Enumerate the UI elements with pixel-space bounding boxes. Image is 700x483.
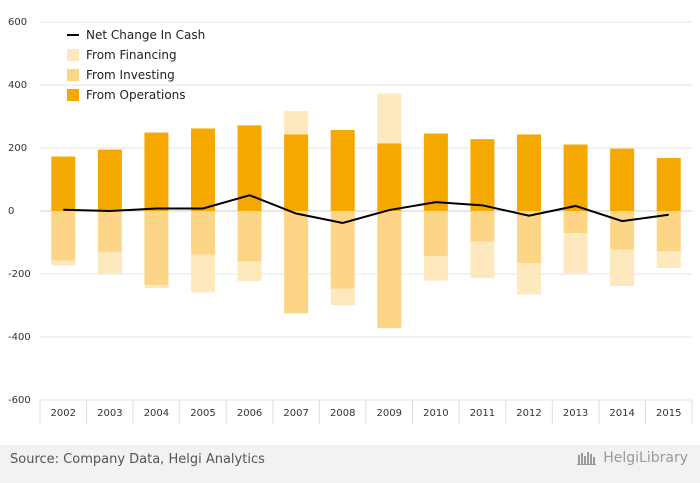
bar-from-operations bbox=[97, 149, 122, 211]
bar-from-financing bbox=[610, 249, 635, 286]
legend-swatch-from-financing bbox=[67, 49, 79, 61]
y-tick-label: 600 bbox=[8, 17, 27, 28]
footer: Source: Company Data, Helgi Analytics He… bbox=[0, 445, 700, 483]
bar-from-investing bbox=[563, 211, 588, 234]
bar-from-operations bbox=[656, 158, 681, 211]
bar-from-financing bbox=[470, 241, 495, 279]
bar-from-investing bbox=[517, 211, 541, 263]
bar-from-financing bbox=[423, 256, 448, 281]
bar-from-investing bbox=[377, 211, 402, 329]
bar-from-operations bbox=[191, 128, 215, 211]
bar-from-operations bbox=[610, 148, 635, 211]
y-axis-ticks: 600 400 200 0 -200 -400 -600 bbox=[8, 17, 31, 406]
bar-from-investing bbox=[51, 211, 76, 261]
brand-logo: HelgiLibrary bbox=[577, 450, 688, 466]
x-tick-label: 2006 bbox=[237, 408, 262, 419]
x-tick-label: 2004 bbox=[144, 408, 169, 419]
net-change-line bbox=[63, 194, 669, 224]
bar-from-operations bbox=[377, 143, 402, 211]
bar-from-financing bbox=[330, 288, 355, 306]
bar-from-investing bbox=[191, 211, 215, 255]
x-tick-label: 2007 bbox=[283, 408, 308, 419]
bar-from-financing bbox=[144, 285, 169, 289]
x-tick-label: 2002 bbox=[51, 408, 76, 419]
x-tick-label: 2012 bbox=[516, 408, 541, 419]
bar-from-investing bbox=[610, 211, 635, 250]
bar-from-financing bbox=[517, 262, 541, 295]
brand-name: HelgiLibrary bbox=[603, 450, 688, 466]
bar-from-financing bbox=[563, 233, 588, 274]
legend-label-net-change-in-cash: Net Change In Cash bbox=[86, 28, 205, 42]
bar-from-financing bbox=[191, 254, 215, 293]
y-tick-label: -400 bbox=[8, 332, 31, 343]
bar-from-investing bbox=[144, 211, 169, 286]
bar-from-investing bbox=[284, 211, 309, 314]
bar-from-operations bbox=[423, 133, 448, 211]
legend-swatch-from-operations bbox=[67, 89, 79, 101]
bar-from-operations bbox=[563, 144, 588, 211]
legend-label-from-financing: From Financing bbox=[86, 48, 177, 62]
x-tick-label: 2011 bbox=[470, 408, 495, 419]
bar-from-investing bbox=[237, 211, 262, 262]
x-tick-label: 2014 bbox=[609, 408, 634, 419]
legend-label-from-operations: From Operations bbox=[86, 88, 186, 102]
net-change-line-layer bbox=[63, 194, 669, 224]
legend: Net Change In Cash From Financing From Inv… bbox=[67, 28, 205, 102]
x-tick-label: 2009 bbox=[377, 408, 402, 419]
bar-from-operations bbox=[51, 156, 76, 211]
bar-from-operations bbox=[470, 139, 495, 211]
bar-from-operations bbox=[237, 125, 262, 211]
bar-from-investing bbox=[470, 211, 495, 242]
bar-from-investing bbox=[423, 211, 448, 257]
bar-from-financing bbox=[377, 93, 402, 144]
bar-from-financing bbox=[284, 111, 309, 135]
source-note: Source: Company Data, Helgi Analytics bbox=[10, 452, 265, 467]
x-tick-label: 2013 bbox=[563, 408, 588, 419]
bar-from-financing bbox=[656, 251, 681, 269]
bar-from-operations bbox=[330, 130, 355, 211]
library-icon bbox=[577, 452, 597, 465]
bars bbox=[51, 93, 681, 329]
legend-label-from-investing: From Investing bbox=[86, 68, 175, 82]
x-tick-label: 2005 bbox=[190, 408, 215, 419]
y-tick-label: 0 bbox=[8, 206, 14, 217]
legend-swatch-from-investing bbox=[67, 69, 79, 81]
y-tick-label: -200 bbox=[8, 269, 31, 280]
bar-from-operations bbox=[517, 134, 541, 211]
bar-from-operations bbox=[284, 134, 309, 211]
y-tick-label: 200 bbox=[8, 143, 27, 154]
x-tick-label: 2008 bbox=[330, 408, 355, 419]
bar-from-investing bbox=[656, 211, 681, 252]
bar-from-financing bbox=[97, 251, 122, 274]
y-tick-label: -600 bbox=[8, 395, 31, 406]
bar-from-operations bbox=[144, 132, 169, 211]
bar-from-financing bbox=[237, 261, 262, 281]
y-tick-label: 400 bbox=[8, 80, 27, 91]
bar-from-financing bbox=[51, 260, 76, 266]
bar-from-investing bbox=[97, 211, 122, 252]
x-tick-label: 2003 bbox=[97, 408, 122, 419]
x-tick-label: 2015 bbox=[656, 408, 681, 419]
x-tick-label: 2010 bbox=[423, 408, 448, 419]
x-axis-ticks: 2002 2003 2004 2005 2006 2007 2008 2009 2010 2011… bbox=[39, 400, 693, 424]
